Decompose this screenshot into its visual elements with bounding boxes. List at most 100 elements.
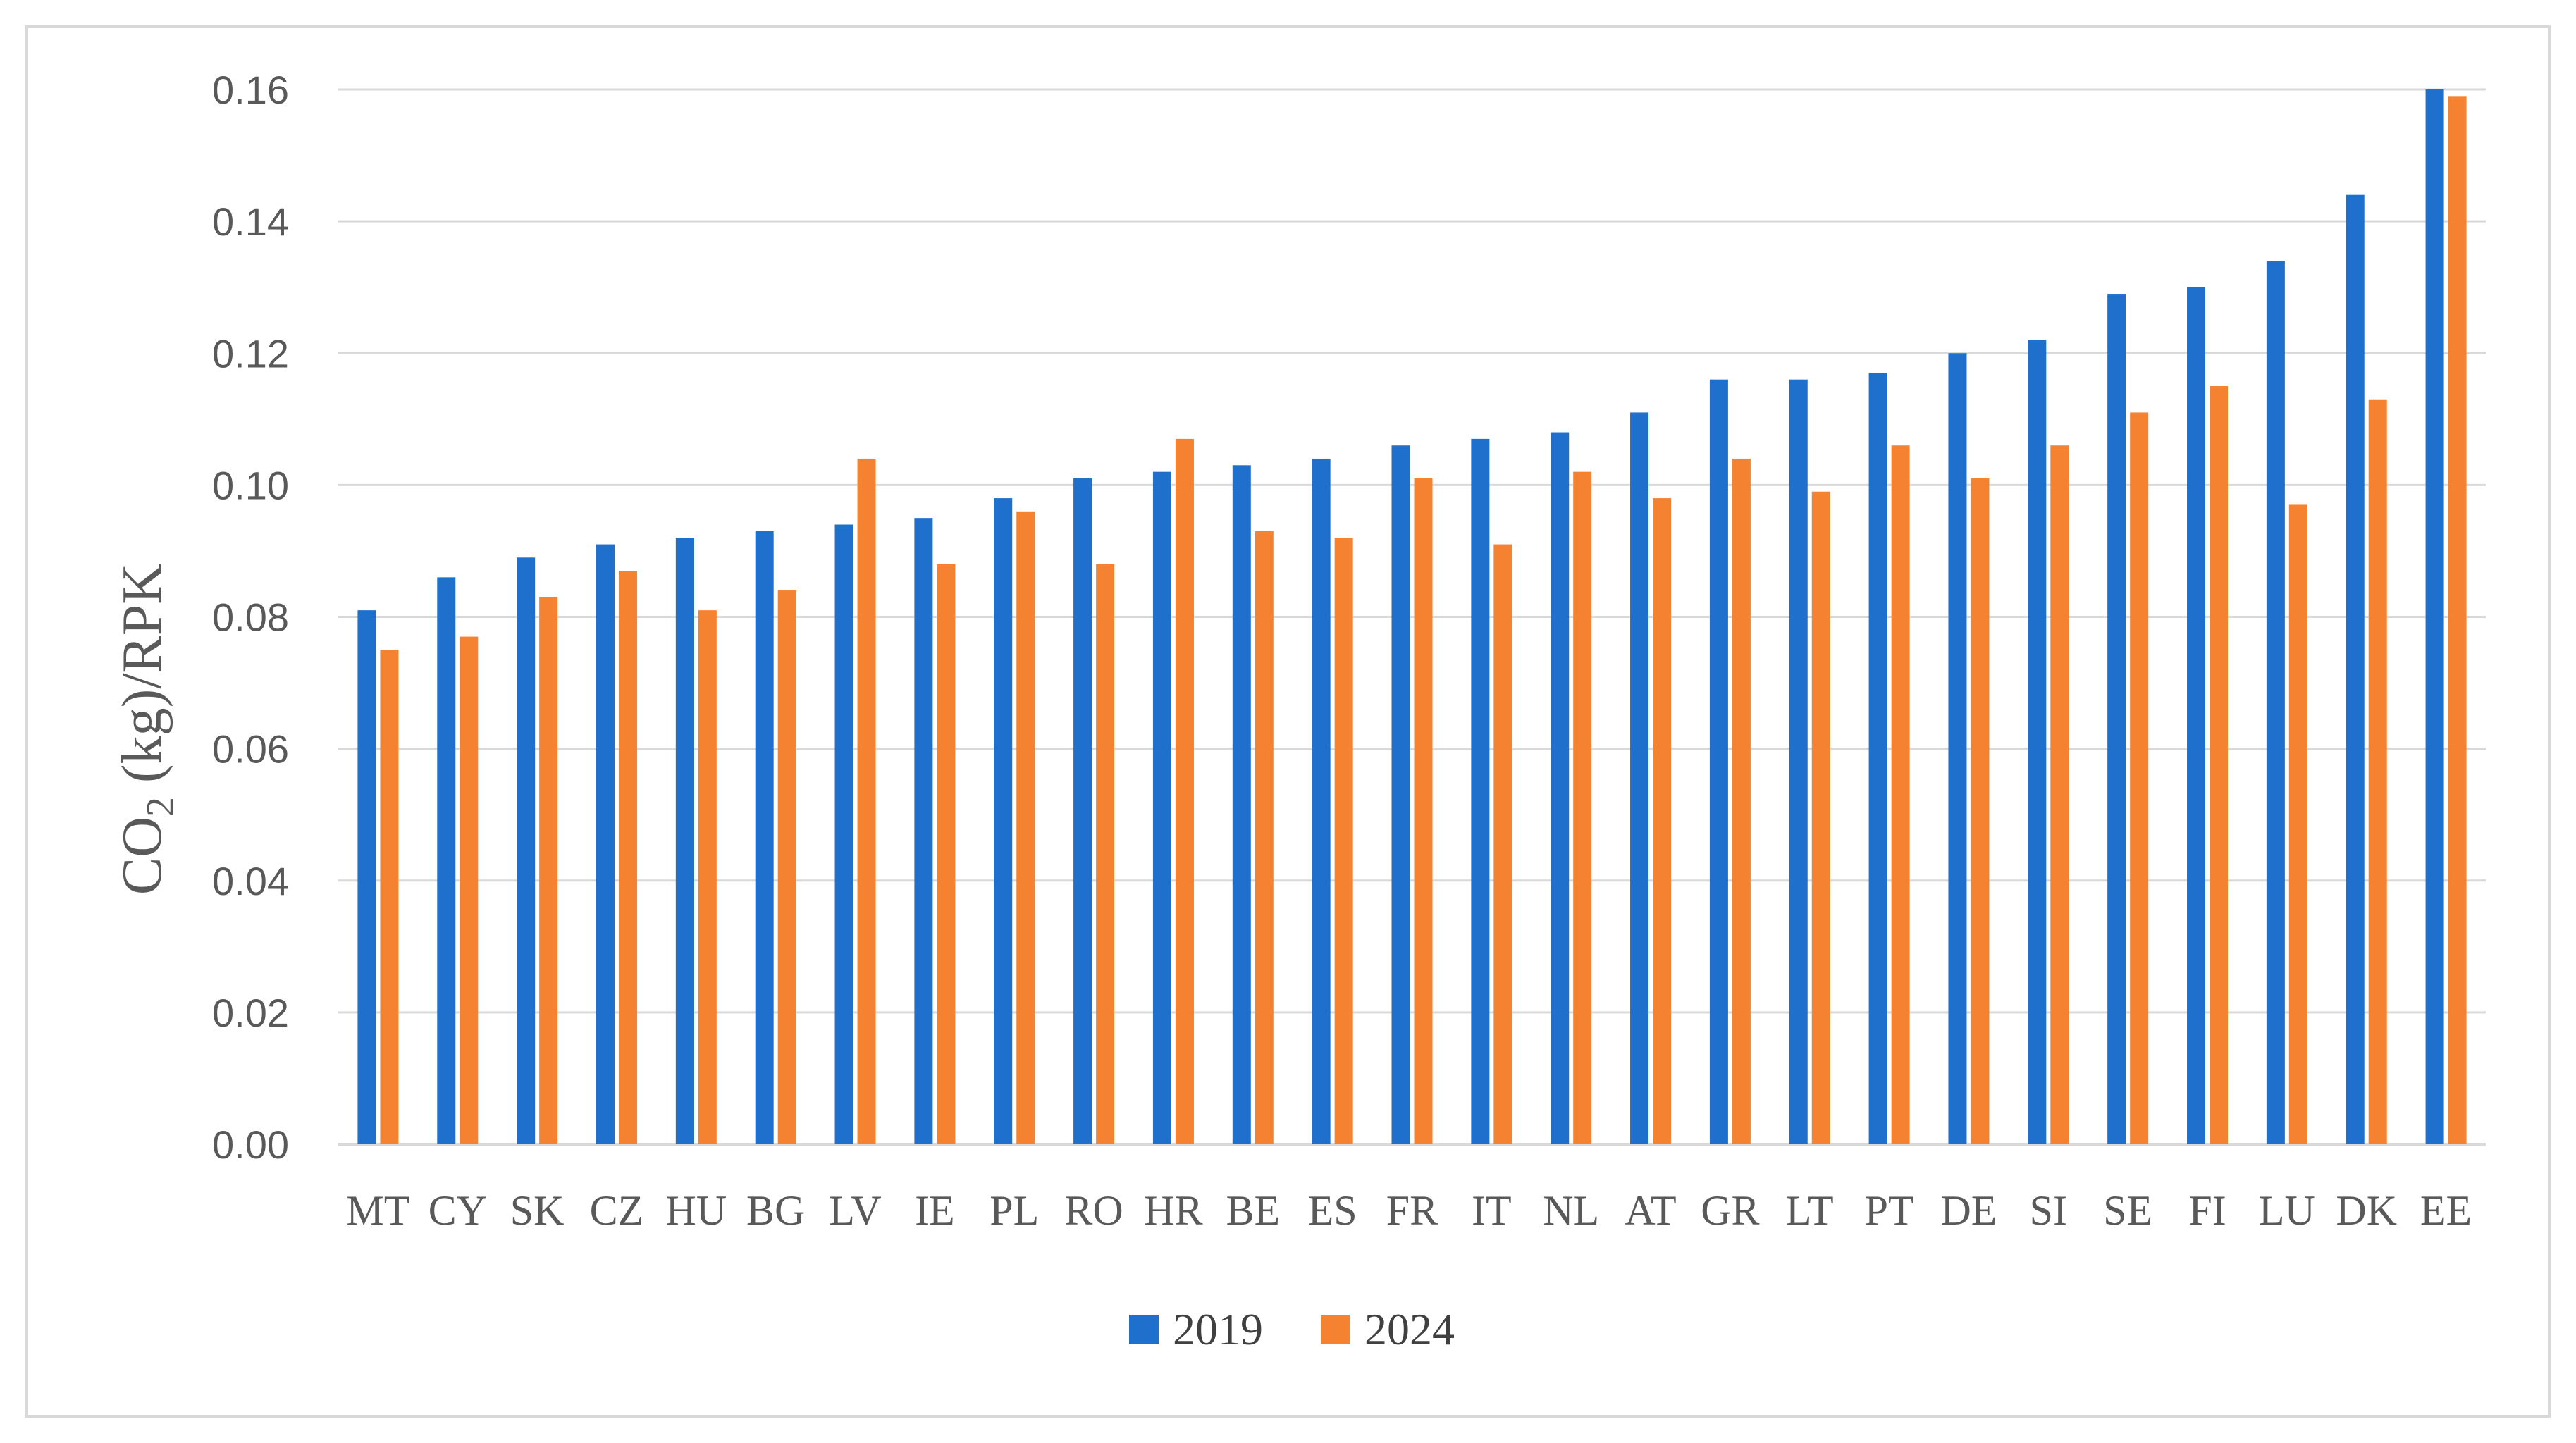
x-tick-label: CY [429, 1187, 487, 1234]
y-axis-ticks: 0.00 0.02 0.04 0.06 0.08 0.10 0.12 0.14 0.16 [212, 68, 289, 1167]
bar-2024-FI [2210, 386, 2229, 1144]
x-tick-label: GR [1701, 1187, 1759, 1234]
bar-2024-AT [1653, 498, 1672, 1144]
bars [357, 89, 2467, 1145]
x-tick-label: BG [746, 1187, 805, 1234]
y-tick-label: 0.00 [212, 1122, 289, 1167]
x-tick-label: NL [1543, 1187, 1599, 1234]
x-tick-label: SI [2030, 1187, 2067, 1234]
bar-2024-GR [1732, 458, 1751, 1144]
bar-2019-CY [437, 577, 456, 1144]
x-tick-label: AT [1625, 1187, 1676, 1234]
bar-2024-EE [2448, 96, 2467, 1145]
bar-2024-NL [1573, 471, 1592, 1144]
bar-2024-CZ [618, 571, 637, 1144]
bar-2024-MT [380, 650, 399, 1144]
bar-2019-ES [1312, 458, 1331, 1144]
y-tick-label: 0.04 [212, 859, 289, 903]
x-tick-label: IT [1472, 1187, 1512, 1234]
x-tick-label: MT [346, 1187, 409, 1234]
x-tick-label: LT [1786, 1187, 1834, 1234]
bar-2024-SE [2130, 412, 2149, 1144]
bar-2024-LU [2288, 504, 2307, 1144]
bar-2019-DE [1948, 353, 1967, 1144]
bar-2024-FR [1414, 478, 1433, 1144]
bar-2019-LV [834, 524, 853, 1144]
y-tick-label: 0.08 [212, 595, 289, 640]
y-tick-label: 0.06 [212, 727, 289, 772]
gridlines [338, 88, 2486, 1146]
bar-2024-DK [2368, 399, 2387, 1144]
bar-2024-BG [777, 590, 796, 1144]
x-tick-label: DK [2336, 1187, 2397, 1234]
y-tick-label: 0.02 [212, 991, 289, 1035]
bar-2024-ES [1334, 538, 1353, 1144]
x-tick-label: IE [915, 1187, 955, 1234]
x-tick-label: DE [1940, 1187, 1997, 1234]
bar-2019-FI [2187, 287, 2206, 1144]
legend-label-2024: 2024 [1364, 1304, 1455, 1354]
x-tick-label: FI [2188, 1187, 2226, 1234]
bar-2019-AT [1630, 412, 1649, 1144]
y-tick-label: 0.12 [212, 331, 289, 376]
x-tick-label: BE [1226, 1187, 1280, 1234]
x-tick-label: HU [665, 1187, 727, 1234]
bar-2019-HU [675, 538, 694, 1144]
legend: 2019 2024 [1129, 1304, 1455, 1354]
bar-2019-RO [1073, 478, 1092, 1144]
x-tick-label: RO [1064, 1187, 1123, 1234]
bar-2019-FR [1391, 445, 1410, 1144]
bar-2024-IE [937, 564, 956, 1144]
x-axis-ticks: MT CY SK CZ HU BG LV IE PL RO HR BE ES FR IT NL AT GR LT PT… [346, 1187, 2472, 1234]
legend-label-2019: 2019 [1173, 1304, 1263, 1354]
bar-2019-DK [2346, 194, 2365, 1145]
bar-2019-BE [1232, 465, 1251, 1144]
bar-2019-CZ [596, 544, 615, 1144]
bar-2019-LU [2266, 261, 2285, 1145]
bar-2019-GR [1709, 379, 1728, 1144]
x-tick-label: ES [1308, 1187, 1357, 1234]
x-tick-label: FR [1386, 1187, 1438, 1234]
bar-2019-BG [755, 531, 774, 1144]
bar-2019-SI [2028, 340, 2047, 1145]
x-tick-label: HR [1144, 1187, 1202, 1234]
bar-2019-MT [357, 610, 376, 1144]
x-tick-label: PL [990, 1187, 1039, 1234]
x-tick-label: SE [2103, 1187, 2152, 1234]
bar-2019-SK [517, 557, 536, 1144]
bar-2019-IT [1471, 438, 1490, 1144]
x-tick-label: PT [1865, 1187, 1914, 1234]
y-axis-label: CO2 (kg)/RPK [111, 564, 183, 895]
bar-2024-SK [539, 597, 558, 1144]
legend-swatch-2024 [1321, 1315, 1350, 1344]
legend-swatch-2019 [1129, 1315, 1159, 1344]
x-tick-label: SK [510, 1187, 565, 1234]
bar-2019-IE [914, 518, 933, 1144]
bar-2019-PT [1868, 373, 1887, 1144]
bar-2024-BE [1255, 531, 1274, 1144]
bar-2019-LT [1789, 379, 1808, 1144]
bar-2019-EE [2425, 89, 2444, 1144]
bar-2024-CY [460, 636, 479, 1144]
y-tick-label: 0.10 [212, 463, 289, 507]
bar-2019-PL [994, 498, 1013, 1144]
bar-2024-RO [1096, 564, 1115, 1144]
bar-2019-NL [1551, 432, 1570, 1144]
bar-2019-SE [2107, 294, 2126, 1145]
y-tick-label: 0.16 [212, 68, 289, 112]
x-tick-label: LV [829, 1187, 881, 1234]
x-tick-label: CZ [590, 1187, 644, 1234]
bar-2024-DE [1971, 478, 1990, 1144]
bar-2024-LV [857, 458, 876, 1144]
bar-2024-PT [1891, 445, 1910, 1144]
bar-2024-PL [1016, 511, 1035, 1144]
bar-2024-HU [698, 610, 717, 1144]
x-tick-label: LU [2259, 1187, 2315, 1234]
y-tick-label: 0.14 [212, 199, 289, 244]
x-tick-label: EE [2420, 1187, 2472, 1234]
bar-2024-HR [1175, 438, 1194, 1144]
bar-2024-IT [1493, 544, 1512, 1144]
bar-2024-LT [1811, 491, 1830, 1144]
bar-2024-SI [2050, 445, 2069, 1144]
